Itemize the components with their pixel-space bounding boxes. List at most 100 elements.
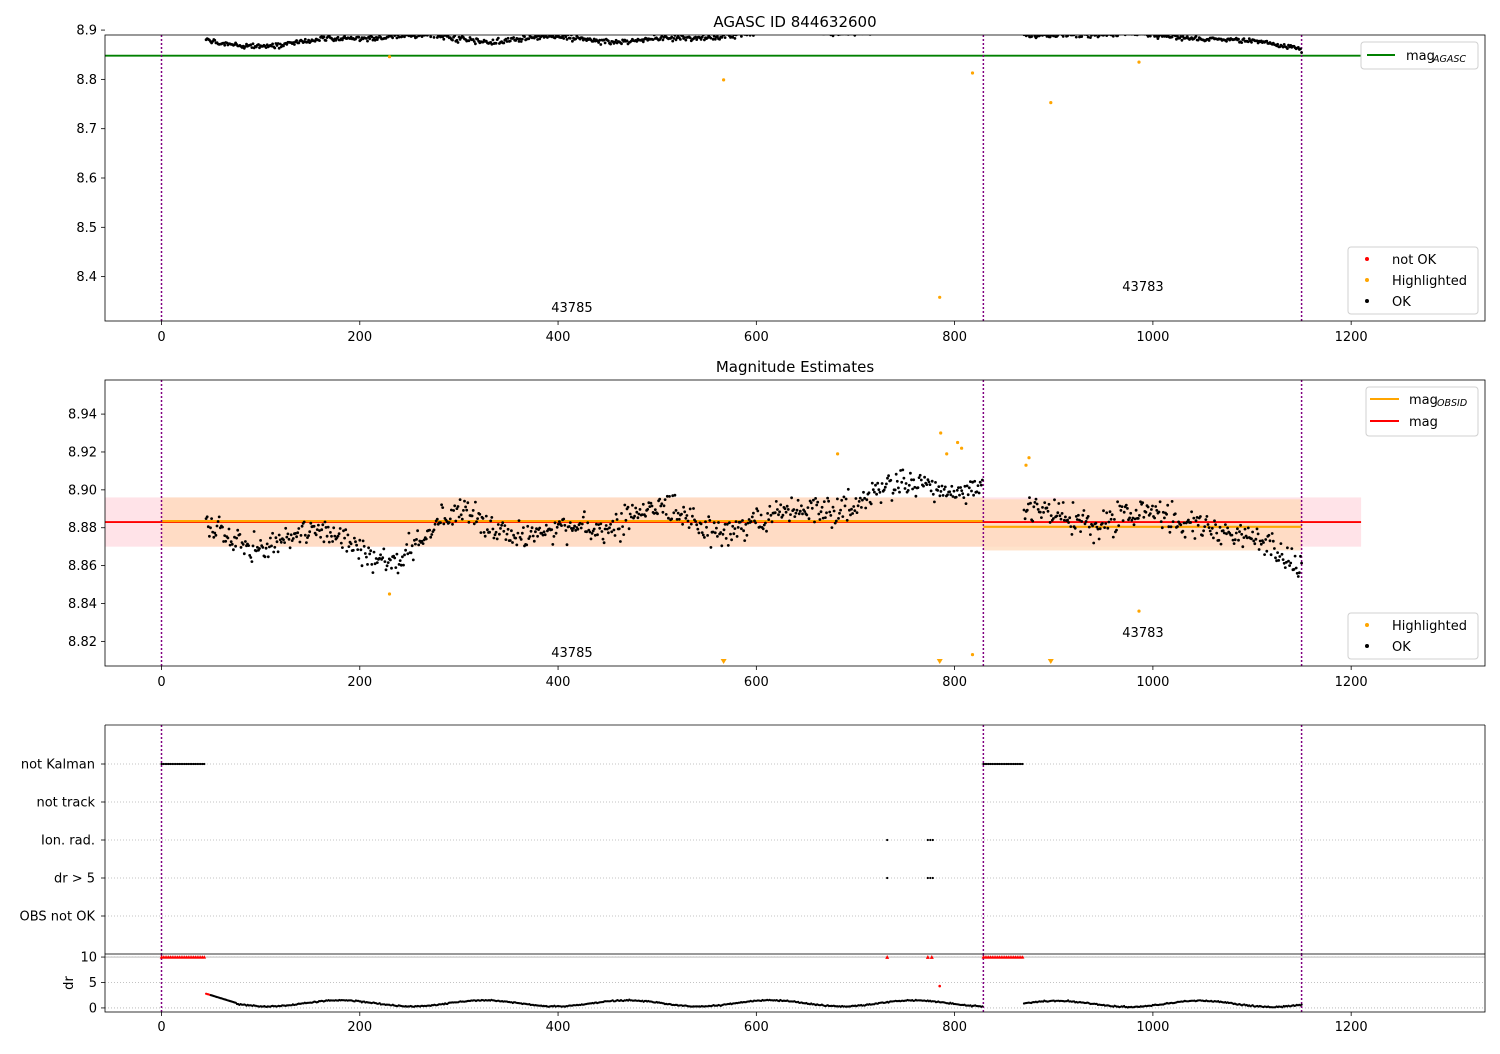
ok-point [213,531,217,535]
dr-outlier-point [938,984,941,988]
ok-point [731,35,735,39]
ok-point [401,555,404,559]
ok-point [792,508,796,511]
ok-point [1242,536,1246,539]
ok-point [532,539,536,543]
flag-point [886,838,889,842]
highlighted-point [970,653,975,657]
ok-point [977,27,980,30]
ok-point [1253,542,1257,546]
ok-point [490,516,494,519]
x-tick-label: 1000 [1136,330,1169,345]
ok-point [971,480,974,484]
ok-point [828,31,831,34]
ok-point [706,36,709,40]
ok-point [908,27,911,30]
ok-point [1258,539,1262,543]
ok-point [341,38,344,42]
ok-point [244,540,247,543]
highlighted-point [938,295,942,299]
ok-point [637,512,641,516]
ok-point [726,544,730,547]
ok-point [919,26,922,29]
ok-point [1298,571,1301,575]
x-tick-label: 0 [157,1020,165,1035]
ok-point [336,534,340,538]
legend-entry: OK [1392,295,1411,310]
ok-point [578,521,582,525]
ok-point [779,503,783,507]
ok-point [962,496,966,499]
ok-point [205,515,209,519]
ok-point [221,525,224,529]
ok-point [730,538,733,542]
legend-box [1347,612,1479,660]
ok-point [550,528,554,531]
axes-frame [104,34,1486,322]
ok-point [860,506,863,509]
ok-point [684,38,688,42]
ok-point [1194,519,1198,523]
ok-point [514,39,518,42]
ok-point [501,521,505,525]
ok-point [478,512,482,516]
ok-point [1282,561,1286,565]
ok-point [651,38,655,41]
ok-point [313,39,317,43]
ok-point [936,26,939,29]
ok-point [871,32,874,35]
ok-point [756,509,760,513]
flag-point [1007,762,1010,766]
ok-point [1294,566,1298,570]
ok-point [874,483,877,487]
ok-point [303,533,307,537]
ok-point [337,532,341,536]
ok-point [711,37,715,41]
ok-point [1056,35,1060,37]
ok-point [1230,533,1234,537]
ok-point [491,527,495,531]
ok-point [747,31,750,34]
ok-point [901,25,904,28]
ok-point [1169,525,1173,529]
ok-point [457,35,461,39]
ok-point [612,528,616,532]
ok-point [453,35,457,38]
ok-point [770,520,774,524]
ok-point [1059,31,1062,34]
ok-point [707,515,711,519]
ok-point [1296,575,1300,578]
ok-point [315,528,319,531]
ok-point [1155,35,1159,38]
ok-point [838,511,841,515]
ok-point [365,37,368,40]
ok-point [1121,31,1124,34]
ok-point [247,544,251,547]
ok-point [1207,526,1211,529]
ok-point [510,529,513,533]
ok-point [422,538,426,542]
ok-point [758,525,762,529]
ok-point [527,37,531,41]
ok-point [1233,538,1237,542]
ok-point [659,504,663,508]
ok-point [624,518,628,522]
ok-point [285,43,289,46]
ok-point [633,514,636,518]
flag-row-label: not Kalman [21,758,95,773]
ok-point [960,24,963,27]
ok-point [741,519,744,522]
ok-point [1080,520,1084,523]
ok-point [448,517,452,521]
flag-point [984,762,987,766]
ok-point [1173,512,1177,516]
ok-point [623,503,627,507]
dr-clipped-marker [202,955,207,959]
ok-point [1097,35,1101,38]
y-tick-label: 8.6 [76,172,97,187]
ok-point [222,41,226,45]
ok-point [851,512,854,515]
ok-point [1123,31,1126,34]
ok-point [482,531,486,534]
ok-point [593,533,597,537]
